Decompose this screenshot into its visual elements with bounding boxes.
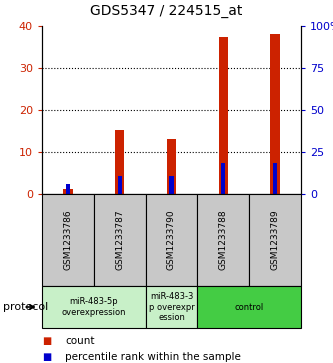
- Text: count: count: [65, 336, 95, 346]
- Text: GSM1233789: GSM1233789: [271, 210, 280, 270]
- Bar: [221, 163, 225, 194]
- Bar: [66, 184, 70, 194]
- Text: control: control: [234, 302, 264, 311]
- Bar: [115, 130, 124, 194]
- Text: miR-483-5p
overexpression: miR-483-5p overexpression: [62, 297, 126, 317]
- Text: protocol: protocol: [3, 302, 49, 312]
- Bar: [169, 176, 173, 194]
- Bar: [118, 176, 122, 194]
- Text: GSM1233786: GSM1233786: [63, 210, 72, 270]
- Bar: [167, 139, 176, 194]
- Bar: [270, 34, 280, 194]
- Text: miR-483-3
p overexpr
ession: miR-483-3 p overexpr ession: [149, 292, 194, 322]
- Text: GSM1233787: GSM1233787: [115, 210, 124, 270]
- Bar: [63, 189, 73, 194]
- Text: ■: ■: [42, 336, 51, 346]
- Text: ■: ■: [42, 352, 51, 362]
- Text: GDS5347 / 224515_at: GDS5347 / 224515_at: [90, 4, 243, 18]
- Text: percentile rank within the sample: percentile rank within the sample: [65, 352, 241, 362]
- Bar: [273, 163, 277, 194]
- Bar: [219, 37, 228, 194]
- Text: GSM1233790: GSM1233790: [167, 210, 176, 270]
- Text: GSM1233788: GSM1233788: [219, 210, 228, 270]
